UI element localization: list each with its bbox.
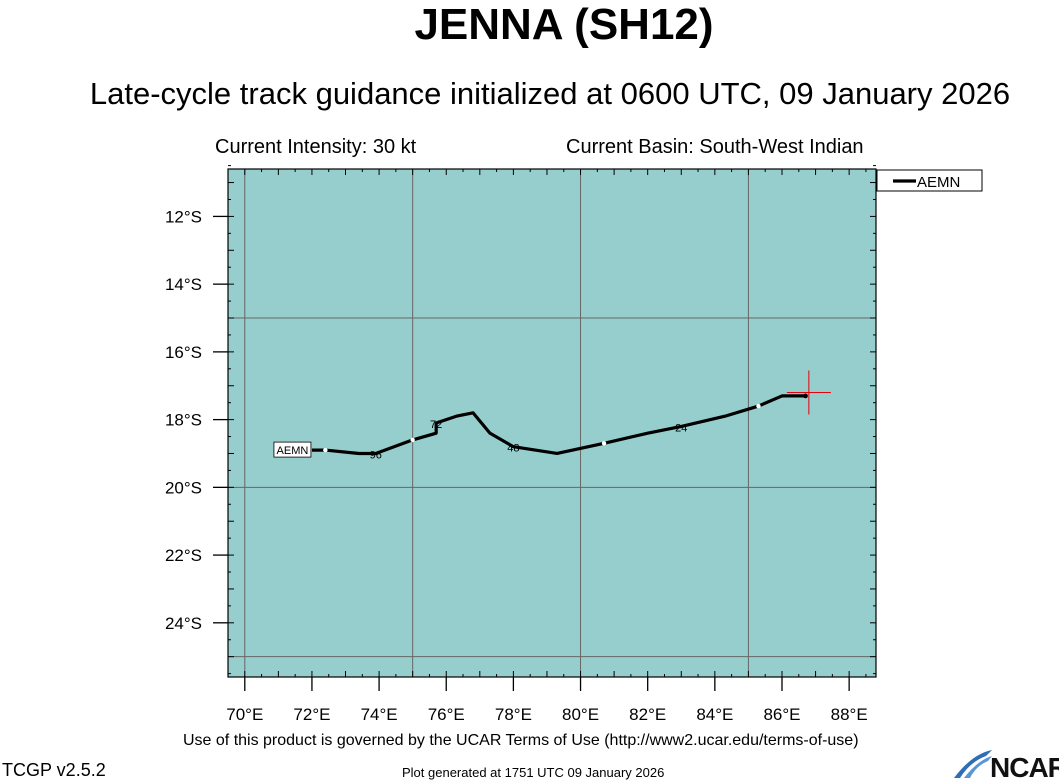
map-ocean-background — [228, 169, 876, 677]
y-tick-label: 22°S — [165, 546, 202, 565]
plot-frame — [227, 168, 877, 678]
track-line-aemn — [311, 394, 806, 456]
track-end-label: AEMN — [277, 445, 309, 457]
track-day-marker — [323, 447, 328, 453]
legend-box — [876, 169, 983, 192]
x-tick-label: 70°E — [226, 705, 263, 724]
y-tick-label: 20°S — [165, 478, 202, 497]
x-tick-label: 76°E — [428, 705, 465, 724]
x-tick-label: 78°E — [495, 705, 532, 724]
y-tick-label: 18°S — [165, 411, 202, 430]
y-tick-label: 14°S — [165, 275, 202, 294]
x-tick-label: 82°E — [629, 705, 666, 724]
y-tick-label: 16°S — [165, 343, 202, 362]
y-tick-label: 12°S — [165, 207, 202, 226]
track-day-marker — [410, 437, 415, 443]
tau-label: 24 — [675, 422, 687, 434]
x-tick-label: 84°E — [696, 705, 733, 724]
generated-timestamp: Plot generated at 1751 UTC 09 January 20… — [402, 765, 665, 780]
x-tick-label: 74°E — [361, 705, 398, 724]
track-end-label-box — [273, 441, 312, 458]
x-tick-label: 86°E — [763, 705, 800, 724]
track-start-point — [803, 393, 808, 399]
tau-label: 96 — [370, 449, 382, 461]
terms-of-use-text: Use of this product is governed by the U… — [183, 732, 859, 749]
y-tick-label: 24°S — [165, 614, 202, 633]
tau-label: 72 — [430, 419, 442, 431]
track-day-marker — [756, 403, 761, 409]
x-tick-label: 88°E — [831, 705, 868, 724]
storm-title: JENNA (SH12) — [414, 0, 714, 49]
ncar-logo-icon — [954, 750, 992, 778]
tau-label: 48 — [507, 443, 519, 455]
current-intensity: Current Intensity: 30 kt — [215, 136, 417, 158]
chart-subtitle: Late-cycle track guidance initialized at… — [89, 76, 1011, 111]
ncar-logo-text: NCAR — [990, 752, 1059, 783]
x-tick-label: 80°E — [562, 705, 599, 724]
legend-entry-label: AEMN — [917, 174, 960, 191]
current-basin: Current Basin: South-West Indian — [566, 136, 864, 158]
track-day-marker — [601, 441, 607, 446]
x-tick-label: 72°E — [293, 705, 330, 724]
version-label: TCGP v2.5.2 — [2, 760, 106, 780]
